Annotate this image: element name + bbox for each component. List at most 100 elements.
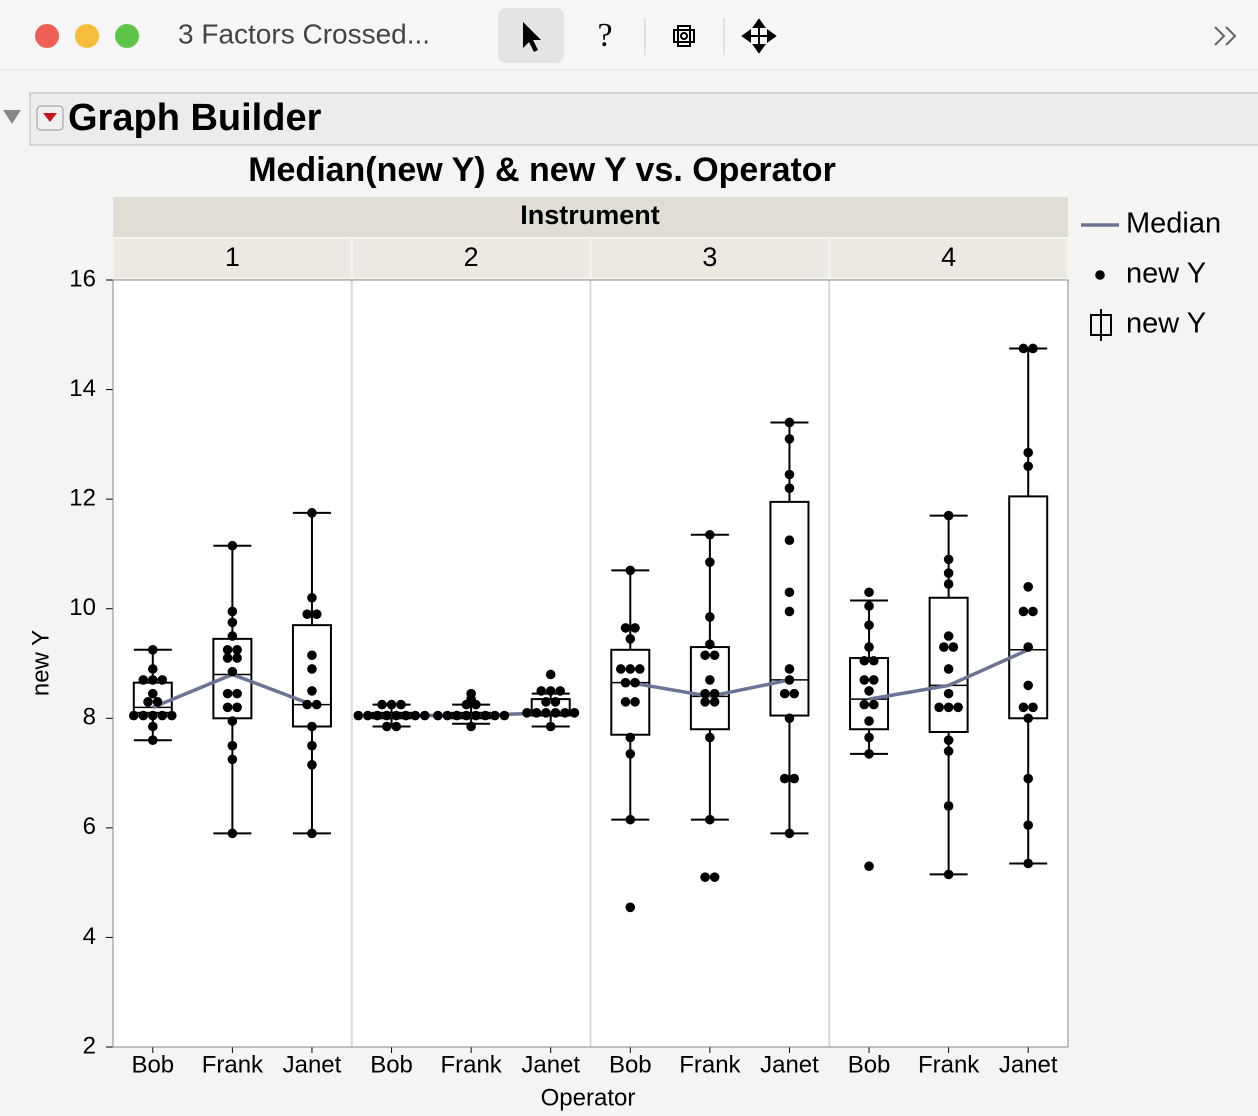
point <box>868 655 879 666</box>
point <box>784 535 795 546</box>
point <box>307 721 317 732</box>
point <box>166 710 177 721</box>
point <box>620 697 631 707</box>
point <box>864 749 874 759</box>
point <box>625 732 636 743</box>
y-tick-label: 16 <box>69 265 96 292</box>
point <box>943 631 954 641</box>
group-header <box>113 197 1068 237</box>
legend-label: new Y <box>1126 258 1206 290</box>
help-tool[interactable]: ? <box>597 17 612 54</box>
disclosure-triangle[interactable] <box>3 110 21 124</box>
point <box>1023 582 1034 592</box>
point <box>709 650 720 661</box>
point <box>630 623 640 633</box>
point <box>784 417 795 428</box>
outline-header <box>29 92 1258 146</box>
zoom-button[interactable] <box>115 24 139 48</box>
point <box>227 606 238 617</box>
point <box>615 664 626 674</box>
point <box>943 735 954 745</box>
point <box>1023 447 1034 458</box>
panel-header <box>352 239 590 278</box>
point <box>545 721 556 732</box>
point <box>302 609 313 619</box>
point <box>227 828 238 839</box>
point <box>442 710 453 721</box>
y-tick-label: 10 <box>69 594 96 621</box>
point <box>311 699 322 710</box>
point <box>779 688 790 699</box>
point <box>307 828 317 839</box>
point <box>157 675 168 685</box>
point <box>625 664 636 674</box>
point <box>634 664 645 674</box>
box <box>849 657 890 731</box>
point <box>1023 858 1034 869</box>
point <box>705 814 715 825</box>
point <box>147 645 158 655</box>
x-tick-label: Janet <box>999 1051 1058 1078</box>
median-line <box>629 678 790 699</box>
point <box>307 686 317 696</box>
point <box>630 697 640 707</box>
x-tick-label: Bob <box>131 1051 174 1078</box>
overflow-button[interactable] <box>1214 26 1237 46</box>
point <box>784 664 795 674</box>
point <box>784 713 795 724</box>
point <box>232 645 242 655</box>
point <box>157 710 168 721</box>
point <box>864 601 874 611</box>
median-line <box>868 648 1029 701</box>
point <box>784 469 795 480</box>
point <box>550 697 561 707</box>
point <box>307 740 317 751</box>
point <box>700 872 710 882</box>
point <box>943 510 954 521</box>
point <box>864 716 874 726</box>
point <box>555 686 566 696</box>
point <box>859 675 870 685</box>
point <box>550 708 561 718</box>
y-axis-label: new Y <box>27 630 54 696</box>
point <box>943 688 954 699</box>
point <box>307 508 317 518</box>
point <box>307 650 317 661</box>
x-tick-label: Janet <box>521 1051 580 1078</box>
point <box>630 677 640 688</box>
point <box>419 710 430 721</box>
point <box>864 732 874 743</box>
point <box>307 592 317 603</box>
point <box>1023 642 1034 652</box>
point <box>868 699 879 710</box>
point <box>307 760 317 770</box>
point <box>784 606 795 617</box>
point <box>864 861 874 872</box>
point <box>471 699 481 710</box>
point <box>147 721 158 732</box>
minimize-button[interactable] <box>75 24 99 48</box>
point <box>625 902 636 913</box>
move-tool[interactable] <box>741 18 777 54</box>
point <box>522 708 532 718</box>
crosshair-tool[interactable] <box>673 25 695 47</box>
point <box>1028 343 1038 354</box>
point <box>372 710 383 721</box>
x-tick-label: Frank <box>918 1051 980 1078</box>
close-button[interactable] <box>35 24 59 48</box>
point <box>784 828 795 839</box>
point <box>864 642 874 652</box>
point <box>700 650 710 661</box>
point <box>864 686 874 696</box>
point <box>391 710 402 721</box>
plot-frame <box>112 279 1069 1048</box>
point <box>943 801 954 811</box>
x-tick-label: Frank <box>679 1051 741 1078</box>
point <box>709 697 720 707</box>
point <box>943 568 954 578</box>
point <box>138 710 149 721</box>
point <box>864 587 874 598</box>
point <box>147 675 158 685</box>
point <box>625 749 636 759</box>
point <box>302 699 313 710</box>
